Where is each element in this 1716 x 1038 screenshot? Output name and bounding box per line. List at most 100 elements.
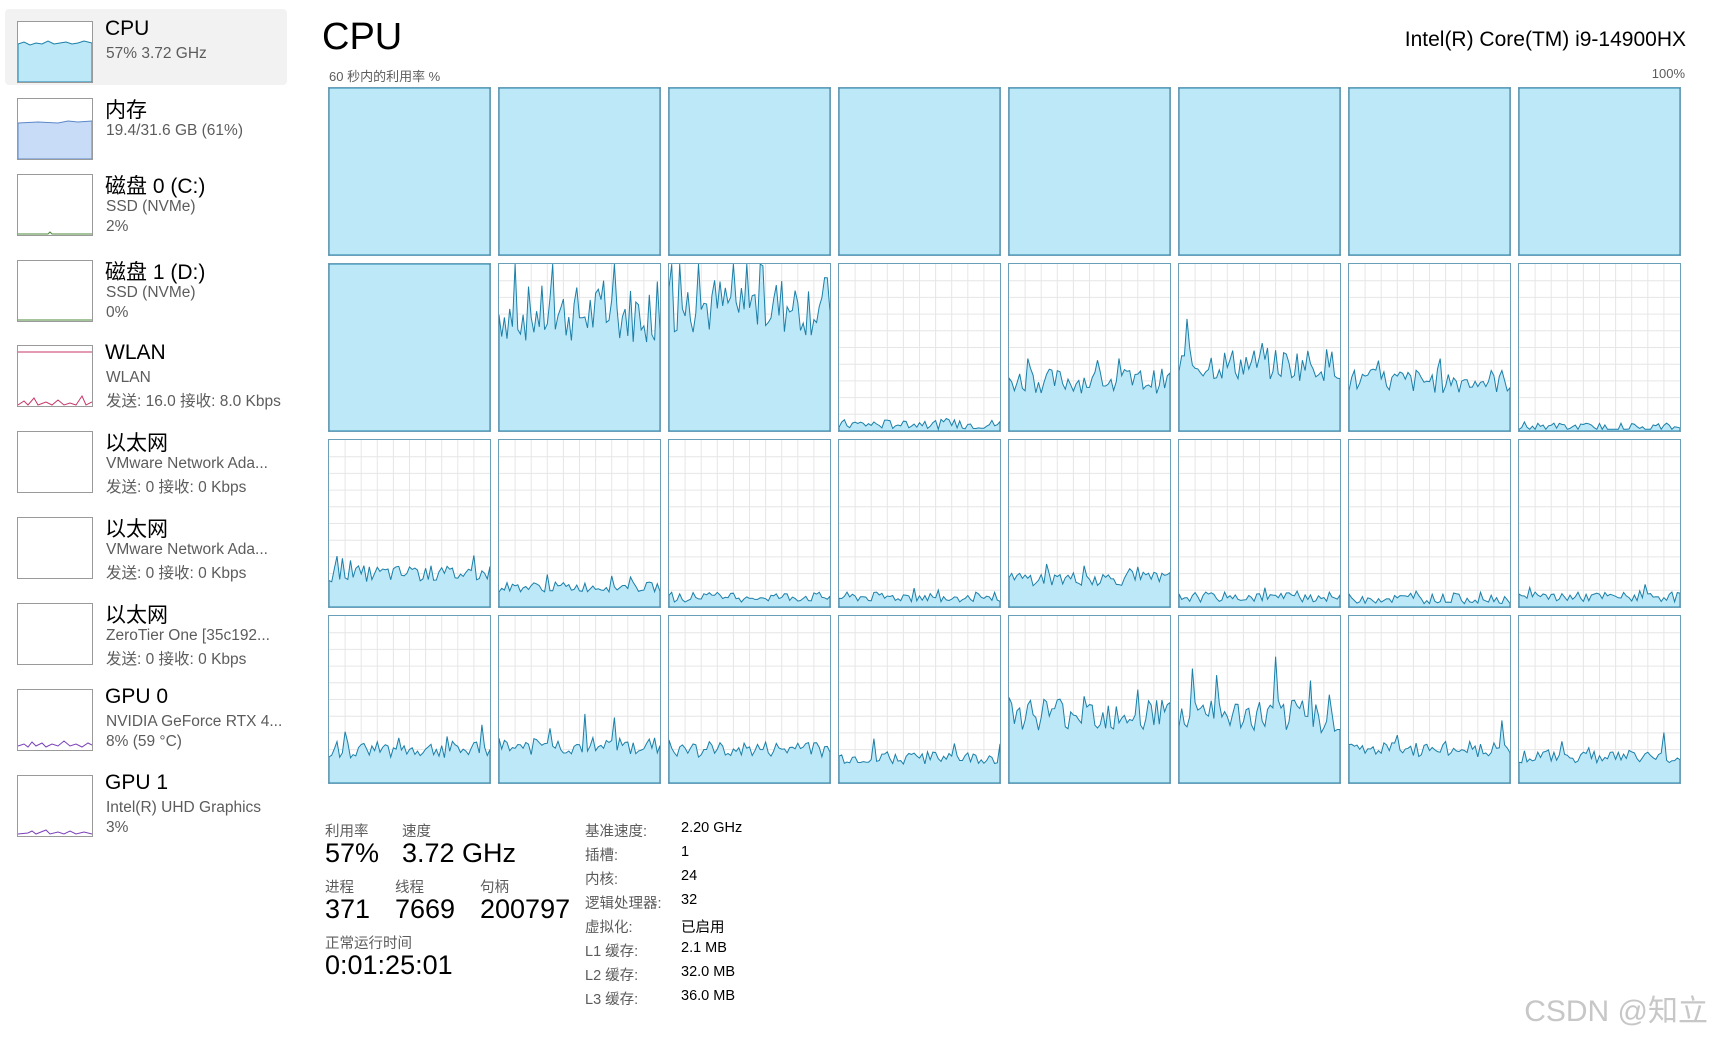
sidebar-item-title: WLAN <box>105 341 166 364</box>
sidebar-item-throughput: 发送: 16.0 接收: 8.0 Kbps <box>106 393 281 410</box>
sidebar-item-percent: 2% <box>106 218 129 235</box>
spec-row-sockets: 插槽: 1 <box>585 844 885 868</box>
sidebar-item-title: 以太网 <box>105 604 168 627</box>
cpu-core-graph <box>668 263 831 432</box>
network-graph-icon <box>17 431 93 493</box>
cpu-core-graph <box>668 439 831 608</box>
sidebar-item-cpu[interactable]: CPU 57% 3.72 GHz <box>5 9 287 85</box>
cpu-core-usage-area <box>329 88 490 255</box>
sidebar-item-title: 磁盘 1 (D:) <box>105 261 206 284</box>
page-title: CPU <box>322 16 403 58</box>
sidebar-item-detail: 57% 3.72 GHz <box>106 45 207 62</box>
cpu-core-graph <box>668 615 831 784</box>
sidebar-item-detail: WLAN <box>106 369 151 386</box>
cpu-core-usage-area <box>1519 420 1680 431</box>
cpu-core-graph <box>1348 87 1511 256</box>
sidebar-item-ethernet-1[interactable]: 以太网 VMware Network Ada... 发送: 0 接收: 0 Kb… <box>5 419 287 496</box>
cpu-core-graph <box>1178 263 1341 432</box>
sidebar-item-title: 磁盘 0 (C:) <box>105 175 206 198</box>
spec-key: 内核: <box>585 872 619 888</box>
utilization-value: 57% <box>325 838 380 868</box>
cpu-core-usage-area <box>1349 720 1510 783</box>
sidebar-item-title: GPU 0 <box>105 685 169 708</box>
utilization-caption: 60 秒内的利用率 % <box>329 69 441 84</box>
sidebar-item-detail: SSD (NVMe) <box>106 198 196 215</box>
cpu-core-usage-area <box>669 591 830 607</box>
spec-key: L2 缓存: <box>585 968 639 984</box>
cpu-core-usage-area <box>1519 88 1680 255</box>
spec-value: 2.1 MB <box>681 940 727 956</box>
spec-row-l1-cache: L1 缓存: 2.1 MB <box>585 940 885 964</box>
speed-label: 速度 <box>402 824 431 840</box>
sidebar-item-throughput: 发送: 0 接收: 0 Kbps <box>106 479 247 496</box>
cpu-core-usage-area <box>329 264 490 431</box>
spec-row-l2-cache: L2 缓存: 32.0 MB <box>585 964 885 988</box>
sidebar-item-gpu-0[interactable]: GPU 0 NVIDIA GeForce RTX 4... 8% (59 °C) <box>5 677 287 753</box>
cpu-core-usage-area <box>1009 689 1170 783</box>
sidebar-item-title: 以太网 <box>105 518 168 541</box>
sidebar-item-memory[interactable]: 内存 19.4/31.6 GB (61%) <box>5 86 287 162</box>
spec-key: L3 缓存: <box>585 992 639 1008</box>
cpu-core-usage-area <box>1009 563 1170 607</box>
cpu-core-usage-area <box>1179 656 1340 783</box>
cpu-core-graph <box>1348 263 1511 432</box>
cpu-core-usage-area <box>839 738 1000 783</box>
spec-value: 36.0 MB <box>681 988 735 1004</box>
sidebar-item-disk-1[interactable]: 磁盘 1 (D:) SSD (NVMe) 0% <box>5 248 287 324</box>
spec-value: 32 <box>681 892 698 908</box>
cpu-core-graph <box>1178 87 1341 256</box>
cpu-core-usage-area <box>839 417 1000 431</box>
sidebar-item-percent: 8% (59 °C) <box>106 733 182 750</box>
sidebar-item-gpu-1[interactable]: GPU 1 Intel(R) UHD Graphics 3% <box>5 763 287 839</box>
cpu-core-usage-area <box>839 587 1000 607</box>
cpu-core-usage-area <box>1349 88 1510 255</box>
network-graph-icon <box>17 345 93 407</box>
spec-row-cores: 内核: 24 <box>585 868 885 892</box>
sidebar-item-detail: NVIDIA GeForce RTX 4... <box>106 713 283 730</box>
spec-value: 2.20 GHz <box>681 820 743 836</box>
cpu-core-graph <box>838 615 1001 784</box>
cpu-core-graph <box>328 87 491 256</box>
sidebar-item-detail: SSD (NVMe) <box>106 284 196 301</box>
cpu-core-graph <box>1008 615 1171 784</box>
sidebar-item-ethernet-2[interactable]: 以太网 VMware Network Ada... 发送: 0 接收: 0 Kb… <box>5 505 287 582</box>
spec-key: 基准速度: <box>585 824 648 840</box>
cpu-core-graph <box>1518 615 1681 784</box>
cpu-core-graph <box>668 87 831 256</box>
spec-value: 1 <box>681 844 690 860</box>
spec-row-logical-processors: 逻辑处理器: 32 <box>585 892 885 916</box>
cpu-core-usage-area <box>839 88 1000 255</box>
processes-value: 371 <box>325 894 371 924</box>
spec-key: L1 缓存: <box>585 944 639 960</box>
spec-row-l3-cache: L3 缓存: 36.0 MB <box>585 988 885 1012</box>
sidebar-item-wlan[interactable]: WLAN WLAN 发送: 16.0 接收: 8.0 Kbps <box>5 333 287 410</box>
sidebar-item-disk-0[interactable]: 磁盘 0 (C:) SSD (NVMe) 2% <box>5 162 287 238</box>
threads-label: 线程 <box>395 880 424 896</box>
resource-sidebar: CPU 57% 3.72 GHz 内存 19.4/31.6 GB (61%) 磁… <box>0 0 290 1038</box>
spec-value: 24 <box>681 868 698 884</box>
sidebar-item-title: CPU <box>105 17 150 40</box>
cpu-core-graph <box>498 439 661 608</box>
cpu-core-usage-area <box>499 574 660 607</box>
cpu-core-usage-area <box>1179 587 1340 607</box>
spec-value: 已启用 <box>681 920 725 936</box>
sidebar-item-ethernet-3[interactable]: 以太网 ZeroTier One [35c192... 发送: 0 接收: 0 … <box>5 591 287 668</box>
cpu-core-graph <box>498 263 661 432</box>
cpu-core-graph <box>1348 439 1511 608</box>
handles-value: 200797 <box>480 894 571 924</box>
cpu-core-usage-area <box>499 713 660 783</box>
stats-panel: 利用率 57% 速度 3.72 GHz 进程 371 线程 7669 句柄 20… <box>325 820 885 1020</box>
sidebar-item-title: GPU 1 <box>105 771 169 794</box>
cpu-core-graph <box>1518 87 1681 256</box>
utilization-label: 利用率 <box>325 824 369 840</box>
sidebar-item-detail: Intel(R) UHD Graphics <box>106 799 262 816</box>
cpu-core-graph <box>1518 439 1681 608</box>
sidebar-item-percent: 0% <box>106 304 129 321</box>
cpu-core-usage-area <box>1179 318 1340 431</box>
gpu-graph-icon <box>17 689 93 751</box>
spec-row-virtualization: 虚拟化: 已启用 <box>585 916 885 940</box>
uptime-value: 0:01:25:01 <box>325 950 453 980</box>
utilization-max-label: 100% <box>1651 66 1685 81</box>
cpu-core-graph <box>838 263 1001 432</box>
cpu-core-graph <box>1348 615 1511 784</box>
